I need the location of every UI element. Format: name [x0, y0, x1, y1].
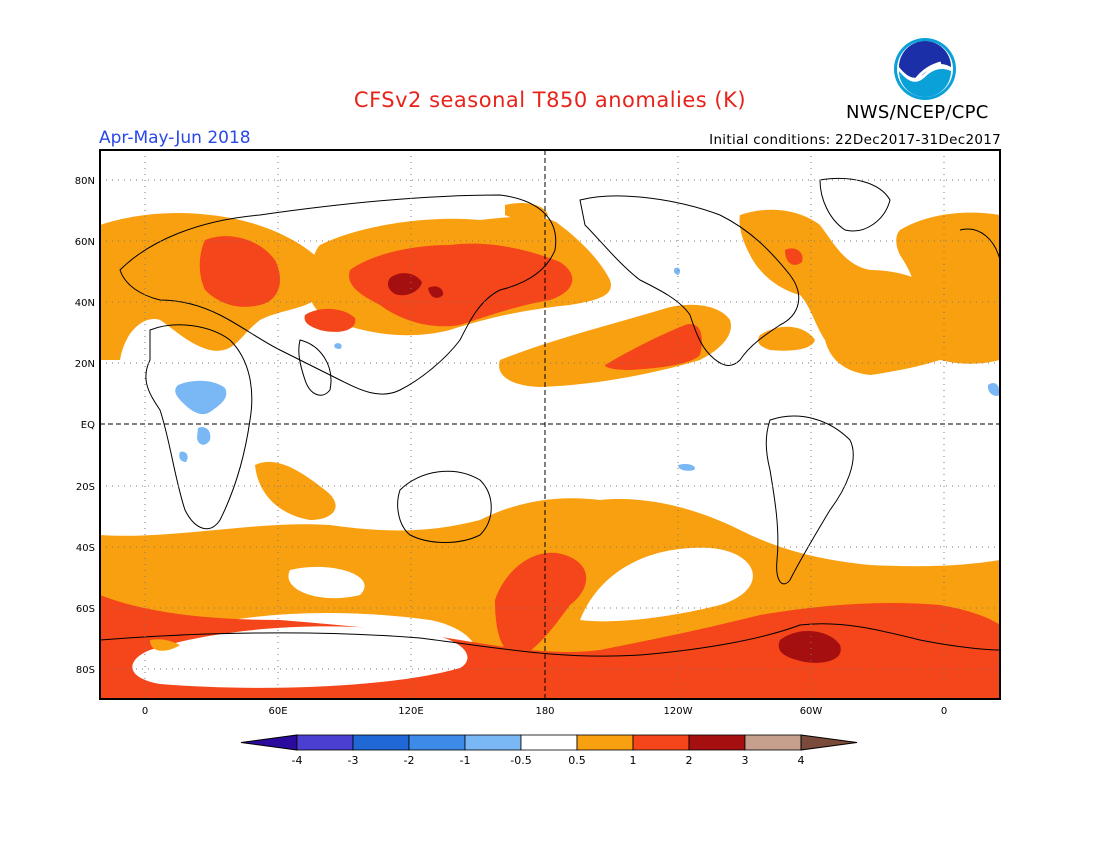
anomaly-region	[175, 380, 227, 415]
lat-label: 40N	[75, 298, 95, 309]
colorbar-label: -0.5	[510, 754, 531, 767]
map-title: CFSv2 seasonal T850 anomalies (K)	[353, 88, 747, 112]
colorbar-label: -1	[460, 754, 471, 767]
lat-label: 80N	[75, 176, 95, 187]
lat-axis: 80N 60N 40N 20N EQ 20S 40S 60S 80S	[75, 176, 95, 676]
anomaly-region	[495, 552, 587, 656]
colorbar-label: 1	[630, 754, 637, 767]
colorbar-swatch	[352, 734, 410, 751]
colorbar-swatch	[576, 734, 634, 751]
lat-label: EQ	[81, 420, 95, 431]
lat-label: 80S	[76, 665, 95, 676]
lon-label: 120E	[398, 706, 423, 717]
colorbar-swatch	[688, 734, 746, 751]
noaa-logo-icon	[894, 38, 956, 100]
colorbar-swatch	[296, 734, 354, 751]
colorbar-swatch	[744, 734, 802, 751]
lat-label: 20S	[76, 482, 95, 493]
colorbar-swatch	[464, 734, 522, 751]
lat-label: 20N	[75, 359, 95, 370]
colorbar-label: -2	[404, 754, 415, 767]
lat-label: 40S	[76, 543, 95, 554]
lon-label: 180	[535, 706, 554, 717]
colorbar-swatch	[408, 734, 466, 751]
colorbar-label: -3	[348, 754, 359, 767]
initial-conditions-label: Initial conditions: 22Dec2017-31Dec2017	[709, 132, 1001, 148]
colorbar-label: 3	[742, 754, 749, 767]
lon-label: 0	[941, 706, 947, 717]
lon-label: 60E	[268, 706, 287, 717]
coastlines	[100, 177, 1000, 657]
lon-label: 0	[142, 706, 148, 717]
colorbar-arrow-high	[800, 734, 858, 751]
anomaly-region	[199, 236, 280, 307]
colorbar-label: -4	[292, 754, 303, 767]
lon-label: 60W	[800, 706, 823, 717]
colorbar-arrow-low	[240, 734, 298, 751]
colorbar-swatch	[632, 734, 690, 751]
agency-label: NWS/NCEP/CPC	[846, 102, 989, 123]
colorbar-label: 2	[686, 754, 693, 767]
lat-label: 60S	[76, 604, 95, 615]
map-frame	[99, 149, 1001, 700]
colorbar: -4 -3 -2 -1 -0.5 0.5 1 2 3 4	[240, 734, 858, 767]
season-label: Apr-May-Jun 2018	[99, 128, 251, 148]
colorbar-label: 0.5	[568, 754, 586, 767]
lon-axis: 0 60E 120E 180 120W 60W 0	[142, 706, 947, 717]
lat-label: 60N	[75, 237, 95, 248]
graticule	[100, 150, 1000, 699]
colorbar-label: 4	[798, 754, 805, 767]
lon-label: 120W	[664, 706, 693, 717]
colorbar-swatch	[520, 734, 578, 751]
